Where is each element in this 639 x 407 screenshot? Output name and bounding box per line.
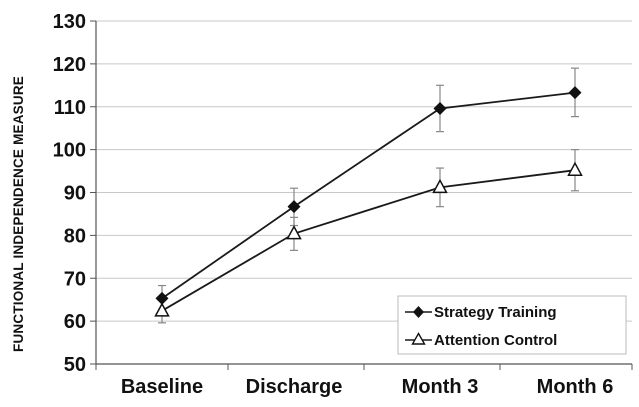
y-axis-label: FUNCTIONAL INDEPENDENCE MEASURE — [11, 76, 26, 352]
legend-label-strategy-training: Strategy Training — [434, 304, 557, 321]
data-point-diamond — [433, 101, 447, 115]
legend-marker-diamond — [413, 306, 424, 318]
data-point-diamond — [568, 86, 582, 100]
data-markers — [154, 86, 583, 317]
data-point-triangle — [286, 225, 302, 240]
y-tick-label: 80 — [64, 225, 86, 247]
data-point-triangle — [567, 161, 583, 176]
legend: Strategy Training Attention Control — [397, 295, 627, 355]
y-tick-label: 50 — [64, 354, 86, 376]
data-point-diamond — [155, 291, 169, 305]
x-tick-label: Discharge — [246, 376, 343, 398]
x-tick-label: Month 6 — [537, 376, 614, 398]
y-tick-label: 130 — [53, 11, 86, 33]
data-point-triangle — [154, 302, 170, 317]
legend-label-attention-control: Attention Control — [434, 332, 557, 349]
y-tick-label: 60 — [64, 311, 86, 333]
legend-marker-triangle — [411, 332, 426, 345]
gridlines — [96, 20, 632, 322]
y-tick-label: 120 — [53, 54, 86, 76]
series-line — [161, 169, 576, 312]
y-tick-label: 90 — [64, 183, 86, 205]
x-tick-label: Month 3 — [402, 376, 479, 398]
y-tick-label: 70 — [64, 268, 86, 290]
y-tick-labels: 50 60 70 80 90 100 110 120 130 — [53, 11, 86, 376]
data-point-triangle — [432, 178, 448, 194]
x-tick-label: Baseline — [121, 376, 203, 398]
y-tick-label: 100 — [53, 140, 86, 162]
data-point-diamond — [287, 200, 301, 214]
y-tick-label: 110 — [54, 97, 86, 119]
series-line — [161, 91, 576, 300]
legend-box — [397, 295, 627, 355]
series-lines — [161, 91, 576, 312]
x-tick-labels: Baseline Discharge Month 3 Month 6 — [121, 376, 613, 398]
axes — [90, 20, 633, 370]
